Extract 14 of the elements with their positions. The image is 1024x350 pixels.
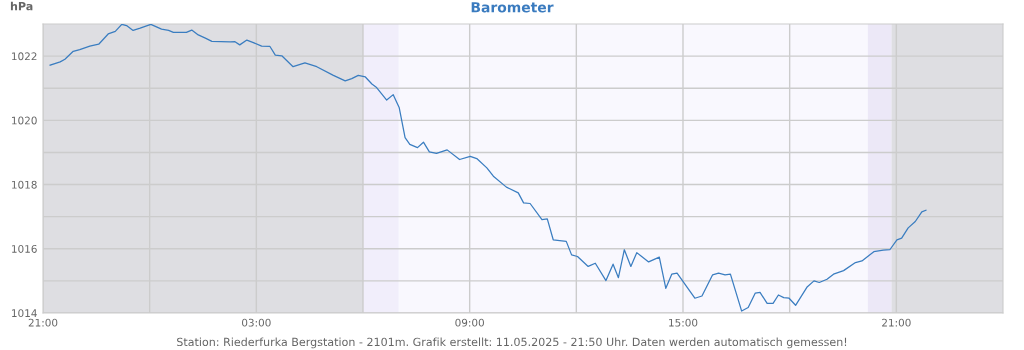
x-tick-label: 03:00: [242, 318, 271, 327]
y-tick-label: 1020: [12, 116, 37, 125]
x-tick-label: 21:00: [28, 318, 58, 327]
x-tick-label: 09:00: [455, 318, 484, 327]
y-axis-title: hPa: [10, 1, 33, 11]
y-tick-label: 1014: [12, 309, 37, 318]
x-tick-label: 21:00: [882, 318, 911, 327]
y-tick-label: 1016: [12, 245, 37, 253]
line-series: [49, 24, 927, 312]
chart-title: Barometer: [471, 2, 554, 13]
x-tick-label: 15:00: [669, 318, 698, 327]
y-tick-label: 1018: [12, 180, 37, 189]
y-tick-label: 1022: [12, 52, 37, 61]
text: Station: Riederfurka Bergstation - 2101m. Grafik erstellt: 11.05.2025 - 21:50 Uhr. Daten werden automatisch gemessen!: [177, 337, 847, 349]
